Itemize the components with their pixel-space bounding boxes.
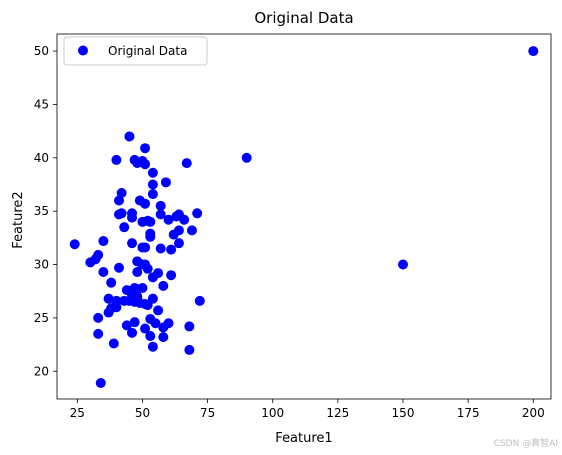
data-point [153, 268, 164, 279]
data-point [106, 277, 117, 288]
data-point [147, 293, 158, 304]
data-point [116, 208, 127, 219]
data-point [398, 259, 409, 270]
x-axis-label: Feature1 [275, 431, 332, 446]
data-point [140, 323, 151, 334]
data-point [166, 270, 177, 281]
data-point [145, 331, 156, 342]
legend-label: Original Data [108, 44, 187, 58]
chart-title: Original Data [254, 9, 353, 27]
watermark: CSDN @真智AI [494, 437, 558, 449]
data-point [137, 283, 148, 294]
data-point [184, 321, 195, 332]
data-point [155, 243, 166, 254]
data-point [147, 167, 158, 178]
y-tick-label: 35 [34, 204, 49, 218]
legend-marker [78, 45, 88, 56]
x-tick-label: 50 [135, 406, 150, 420]
data-point [140, 143, 151, 154]
legend: Original Data [63, 36, 208, 66]
y-axis-label: Feature2 [11, 191, 26, 248]
data-point [116, 188, 127, 199]
y-tick-label: 45 [34, 97, 49, 111]
data-point [145, 231, 156, 242]
y-tick-label: 25 [34, 311, 49, 325]
data-point [127, 238, 138, 249]
data-point [160, 177, 171, 188]
data-point [98, 266, 109, 277]
data-point [166, 244, 177, 255]
data-point [528, 46, 539, 57]
y-tick-label: 50 [34, 44, 49, 58]
y-tick-label: 20 [34, 364, 49, 378]
data-point [158, 332, 169, 343]
data-point [93, 249, 104, 260]
data-point [124, 131, 135, 142]
data-point [155, 209, 166, 220]
data-point [93, 328, 104, 339]
plot-area-frame [56, 33, 552, 400]
data-point [150, 318, 161, 329]
x-tick-label: 25 [70, 406, 85, 420]
data-point [173, 238, 184, 249]
data-point [241, 152, 252, 163]
data-point [127, 212, 138, 223]
data-point [147, 341, 158, 352]
data-point [121, 320, 132, 331]
data-point [119, 222, 130, 233]
data-point [153, 305, 164, 316]
data-point [194, 295, 205, 306]
data-point [140, 198, 151, 209]
data-point [111, 295, 122, 306]
data-point [158, 280, 169, 291]
data-point [127, 327, 138, 338]
x-tick-label: 125 [326, 406, 349, 420]
data-point [173, 225, 184, 236]
data-point [147, 179, 158, 190]
x-axis-ticks: 25 50 75 100 125 150 175 200 [70, 399, 545, 420]
data-points [69, 46, 539, 388]
data-point [192, 208, 203, 219]
data-point [147, 189, 158, 200]
data-point [142, 263, 153, 274]
data-point [95, 377, 106, 388]
data-point [103, 293, 114, 304]
x-tick-label: 150 [392, 406, 415, 420]
y-axis-ticks: 20 25 30 35 40 45 50 [34, 44, 57, 378]
x-tick-label: 100 [261, 406, 284, 420]
data-point [184, 344, 195, 355]
data-point [132, 266, 143, 277]
data-point [114, 262, 125, 273]
data-point [129, 317, 140, 328]
data-point [111, 154, 122, 165]
x-tick-label: 75 [200, 406, 215, 420]
data-point [179, 214, 190, 225]
legend-box [63, 36, 208, 66]
data-point [163, 214, 174, 225]
y-tick-label: 30 [34, 258, 49, 272]
data-point [186, 225, 197, 236]
data-point [140, 159, 151, 170]
data-point [93, 312, 104, 323]
data-point [108, 338, 119, 349]
data-point [181, 158, 192, 169]
y-tick-label: 40 [34, 151, 49, 165]
data-point [145, 216, 156, 227]
x-tick-label: 175 [457, 406, 480, 420]
data-point [163, 318, 174, 329]
data-point [140, 242, 151, 253]
data-point [98, 236, 109, 247]
x-tick-label: 200 [522, 406, 545, 420]
data-point [155, 200, 166, 211]
data-point [69, 239, 80, 250]
